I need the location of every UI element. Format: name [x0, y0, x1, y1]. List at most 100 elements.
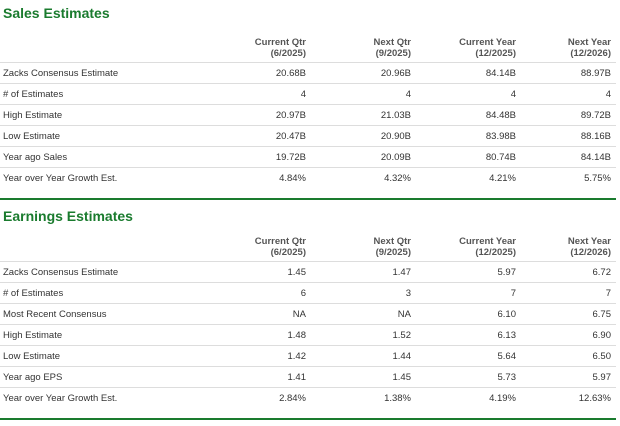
earnings-estimates-section: Earnings Estimates Current Qtr (6/2025) N…: [0, 207, 616, 420]
table-row: Low Estimate 20.47B 20.90B 83.98B 88.16B: [0, 125, 616, 147]
earnings-estimates-table: Current Qtr (6/2025) Next Qtr (9/2025) Cur…: [0, 236, 616, 408]
column-header-period: Current Qtr: [254, 236, 306, 247]
table-cell: 4.32%: [311, 167, 416, 188]
table-cell: 4: [206, 83, 311, 105]
table-cell: 80.74B: [416, 146, 521, 168]
row-label: # of Estimates: [0, 83, 206, 105]
table-row: Year over Year Growth Est. 4.84% 4.32% 4…: [0, 167, 616, 188]
column-header-date: (9/2025): [375, 247, 411, 258]
table-cell: 4: [521, 83, 616, 105]
column-header-date: (12/2026): [570, 247, 611, 258]
sales-estimates-title: Sales Estimates: [3, 5, 110, 21]
table-cell: 12.63%: [521, 387, 616, 408]
column-header: Current Qtr (6/2025): [206, 236, 311, 262]
column-header: Next Year (12/2026): [521, 236, 616, 262]
table-cell: 20.96B: [311, 62, 416, 84]
row-label: Low Estimate: [0, 125, 206, 147]
table-cell: 19.72B: [206, 146, 311, 168]
table-cell: 83.98B: [416, 125, 521, 147]
table-cell: 4.21%: [416, 167, 521, 188]
table-row: Year ago Sales 19.72B 20.09B 80.74B 84.1…: [0, 146, 616, 168]
row-label: Zacks Consensus Estimate: [0, 261, 206, 283]
header-blank: [0, 236, 206, 262]
table-cell: 1.44: [311, 345, 416, 367]
table-cell: 84.48B: [416, 104, 521, 126]
column-header-period: Current Year: [459, 37, 516, 48]
table-cell: 84.14B: [416, 62, 521, 84]
table-cell: 4.19%: [416, 387, 521, 408]
column-header: Current Qtr (6/2025): [206, 37, 311, 63]
table-row: Year over Year Growth Est. 2.84% 1.38% 4…: [0, 387, 616, 408]
table-cell: 88.16B: [521, 125, 616, 147]
table-cell: 5.75%: [521, 167, 616, 188]
column-header-period: Next Year: [567, 37, 611, 48]
row-label: High Estimate: [0, 324, 206, 346]
table-cell: 3: [311, 282, 416, 304]
table-cell: 6.10: [416, 303, 521, 325]
table-row: Low Estimate 1.42 1.44 5.64 6.50: [0, 345, 616, 367]
table-cell: 1.41: [206, 366, 311, 388]
table-cell: 20.90B: [311, 125, 416, 147]
column-header-period: Next Qtr: [373, 236, 411, 247]
table-cell: 6.90: [521, 324, 616, 346]
table-row: High Estimate 20.97B 21.03B 84.48B 89.72…: [0, 104, 616, 126]
column-header-date: (12/2026): [570, 48, 611, 59]
table-cell: 88.97B: [521, 62, 616, 84]
section-divider: [0, 198, 616, 200]
column-header-date: (6/2025): [270, 48, 306, 59]
table-cell: 1.42: [206, 345, 311, 367]
row-label: Year over Year Growth Est.: [0, 167, 206, 188]
table-cell: 89.72B: [521, 104, 616, 126]
table-cell: 20.09B: [311, 146, 416, 168]
row-label: High Estimate: [0, 104, 206, 126]
header-blank: [0, 37, 206, 63]
column-header-period: Current Year: [459, 236, 516, 247]
column-header: Next Year (12/2026): [521, 37, 616, 63]
table-cell: 6.13: [416, 324, 521, 346]
column-header: Current Year (12/2025): [416, 37, 521, 63]
table-cell: 2.84%: [206, 387, 311, 408]
column-header-date: (12/2025): [475, 48, 516, 59]
table-cell: 6: [206, 282, 311, 304]
table-cell: 20.47B: [206, 125, 311, 147]
table-row: High Estimate 1.48 1.52 6.13 6.90: [0, 324, 616, 346]
table-cell: 1.52: [311, 324, 416, 346]
table-cell: 1.47: [311, 261, 416, 283]
column-header: Current Year (12/2025): [416, 236, 521, 262]
table-cell: 5.73: [416, 366, 521, 388]
table-cell: 20.68B: [206, 62, 311, 84]
table-cell: 1.38%: [311, 387, 416, 408]
column-header-date: (9/2025): [375, 48, 411, 59]
row-label: # of Estimates: [0, 282, 206, 304]
row-label: Year ago EPS: [0, 366, 206, 388]
sales-estimates-section: Sales Estimates Current Qtr (6/2025) Next…: [0, 4, 616, 200]
table-cell: 4.84%: [206, 167, 311, 188]
table-cell: 6.75: [521, 303, 616, 325]
table-cell: 5.97: [416, 261, 521, 283]
sales-estimates-table: Current Qtr (6/2025) Next Qtr (9/2025) Cur…: [0, 37, 616, 188]
table-cell: 6.72: [521, 261, 616, 283]
table-cell: 4: [311, 83, 416, 105]
table-row: # of Estimates 4 4 4 4: [0, 83, 616, 105]
table-cell: NA: [206, 303, 311, 325]
row-label: Zacks Consensus Estimate: [0, 62, 206, 84]
table-cell: 4: [416, 83, 521, 105]
table-cell: 20.97B: [206, 104, 311, 126]
row-label: Year over Year Growth Est.: [0, 387, 206, 408]
column-header-period: Next Year: [567, 236, 611, 247]
row-label: Year ago Sales: [0, 146, 206, 168]
table-cell: NA: [311, 303, 416, 325]
table-row: Year ago EPS 1.41 1.45 5.73 5.97: [0, 366, 616, 388]
table-header-row: Current Qtr (6/2025) Next Qtr (9/2025) Cur…: [0, 37, 616, 63]
table-cell: 1.48: [206, 324, 311, 346]
column-header: Next Qtr (9/2025): [311, 236, 416, 262]
section-divider: [0, 418, 616, 420]
table-cell: 21.03B: [311, 104, 416, 126]
table-row: Zacks Consensus Estimate 1.45 1.47 5.97 …: [0, 261, 616, 283]
row-label: Low Estimate: [0, 345, 206, 367]
table-header-row: Current Qtr (6/2025) Next Qtr (9/2025) Cur…: [0, 236, 616, 262]
row-label: Most Recent Consensus: [0, 303, 206, 325]
table-cell: 6.50: [521, 345, 616, 367]
column-header-date: (12/2025): [475, 247, 516, 258]
column-header-period: Current Qtr: [254, 37, 306, 48]
